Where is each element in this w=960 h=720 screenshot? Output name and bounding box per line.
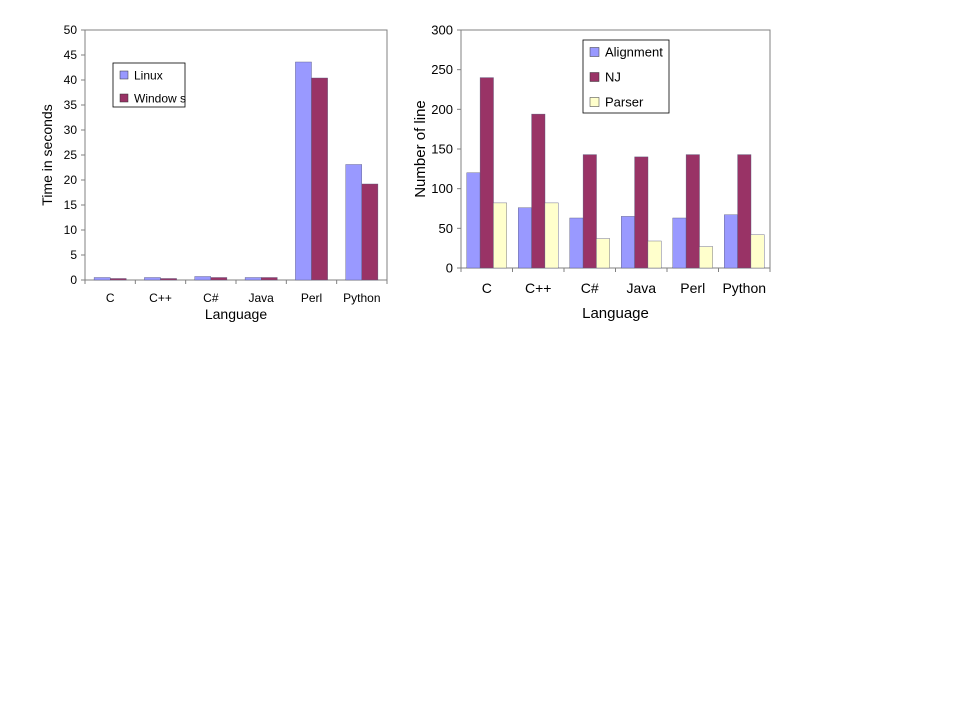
- legend-label: Linux: [134, 68, 163, 82]
- x-tick-label: C++: [525, 280, 551, 296]
- x-axis-label: Language: [205, 306, 268, 322]
- bar-alignment-python: [724, 214, 738, 269]
- y-tick-label: 0: [446, 261, 453, 276]
- bar-alignment-c#: [569, 217, 584, 269]
- bar-nj-c#: [582, 154, 597, 269]
- bar-alignment-perl: [672, 217, 687, 269]
- bar-linux-perl: [295, 61, 312, 281]
- bar-windows-perl: [311, 77, 328, 281]
- bar-windows-python: [361, 183, 379, 281]
- bar-nj-java: [634, 156, 649, 269]
- bar-parser-c++: [544, 202, 559, 269]
- y-tick-label: 40: [64, 73, 78, 87]
- bar-nj-perl: [685, 154, 700, 269]
- y-tick-label: 5: [70, 248, 77, 262]
- bar-parser-perl: [699, 246, 714, 269]
- bar-parser-java: [647, 240, 662, 269]
- bar-linux-c: [93, 277, 111, 281]
- y-tick-label: 150: [431, 142, 453, 157]
- x-tick-label: C#: [203, 291, 219, 305]
- bar-linux-python: [345, 164, 363, 281]
- bar-linux-c++: [144, 277, 161, 281]
- legend-swatch: [589, 72, 600, 82]
- legend-label: NJ: [605, 70, 621, 85]
- y-tick-label: 50: [439, 221, 453, 236]
- bar-windows-c++: [160, 278, 177, 281]
- y-tick-label: 45: [64, 48, 78, 62]
- chart-execution-time: 0 5 10 15 20 25 30 35 40 45 50 C C++ C# Java Perl Python…: [39, 23, 388, 322]
- y-tick-label: 15: [64, 198, 78, 212]
- legend-label: Alignment: [605, 45, 663, 60]
- y-tick-label: 30: [64, 123, 78, 137]
- bar-nj-c: [479, 77, 494, 269]
- x-tick-label: C#: [581, 280, 599, 296]
- chart-line-count: 0 50 100 150 200 250 300 C C++ C# Java Perl Python La…: [412, 23, 771, 322]
- x-tick-label: C: [482, 280, 492, 296]
- y-tick-label: 25: [64, 148, 78, 162]
- legend-swatch: [589, 47, 600, 57]
- legend-swatch: [119, 70, 129, 80]
- x-tick-label: C: [106, 291, 115, 305]
- legend-label: Window s: [134, 91, 186, 105]
- bar-linux-c#: [194, 276, 211, 281]
- bar-windows-java: [261, 277, 278, 281]
- y-axis-label: Time in seconds: [39, 104, 55, 205]
- x-tick-label: Python: [722, 280, 766, 296]
- bar-nj-c++: [531, 113, 546, 269]
- x-tick-label: Perl: [680, 280, 705, 296]
- y-tick-label: 50: [64, 23, 78, 37]
- legend-swatch: [589, 97, 600, 107]
- bar-alignment-c: [466, 172, 481, 269]
- legend-swatch: [119, 93, 129, 103]
- bar-alignment-java: [621, 216, 635, 269]
- bar-nj-python: [737, 154, 752, 269]
- y-tick-label: 20: [64, 173, 78, 187]
- y-tick-label: 200: [431, 102, 453, 117]
- y-tick-label: 35: [64, 98, 78, 112]
- bar-windows-c: [109, 278, 127, 281]
- y-tick-label: 250: [431, 62, 453, 77]
- x-tick-label: Java: [626, 280, 656, 296]
- bar-parser-c#: [596, 238, 611, 269]
- y-tick-label: 100: [431, 181, 453, 196]
- y-tick-label: 10: [64, 223, 78, 237]
- x-axis-label: Language: [582, 305, 649, 322]
- legend-label: Parser: [605, 95, 644, 110]
- x-tick-label: Java: [248, 291, 274, 305]
- x-tick-label: Python: [343, 291, 380, 305]
- x-tick-label: C++: [149, 291, 172, 305]
- bar-parser-python: [750, 234, 765, 269]
- y-tick-label: 0: [70, 273, 77, 287]
- bar-linux-java: [244, 277, 262, 281]
- x-tick-label: Perl: [301, 291, 322, 305]
- bar-alignment-c++: [518, 207, 532, 269]
- y-axis-label: Number of line: [412, 100, 429, 198]
- y-tick-label: 300: [431, 23, 453, 38]
- bar-parser-c: [493, 202, 507, 269]
- bar-windows-c#: [210, 277, 228, 281]
